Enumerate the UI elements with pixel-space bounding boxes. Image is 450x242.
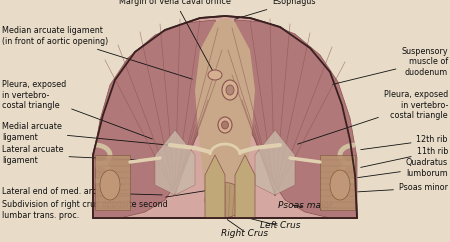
Text: Pleura, exposed
in vertebro-
costal triangle: Pleura, exposed in vertebro- costal tria… — [2, 80, 153, 139]
Polygon shape — [235, 155, 255, 218]
Ellipse shape — [205, 182, 245, 218]
Text: Quadratus
lumborum: Quadratus lumborum — [358, 158, 448, 178]
Text: Left Crus: Left Crus — [260, 221, 300, 230]
Text: Psoas major: Psoas major — [278, 201, 333, 210]
Ellipse shape — [226, 85, 234, 95]
Text: Psoas minor: Psoas minor — [358, 183, 448, 192]
Ellipse shape — [330, 170, 350, 200]
Polygon shape — [255, 130, 295, 195]
Polygon shape — [93, 20, 225, 218]
Polygon shape — [155, 130, 195, 195]
Text: Lateral end of med. arc. lig.: Lateral end of med. arc. lig. — [2, 188, 162, 197]
Polygon shape — [205, 155, 225, 218]
Ellipse shape — [208, 70, 222, 80]
Text: Esophagus: Esophagus — [234, 0, 315, 19]
Ellipse shape — [100, 170, 120, 200]
Polygon shape — [320, 155, 355, 210]
Ellipse shape — [218, 117, 232, 133]
Text: Suspensory
muscle of
duodenum: Suspensory muscle of duodenum — [333, 47, 448, 84]
Polygon shape — [93, 16, 357, 218]
Text: Pleura, exposed
in vertebro-
costal triangle: Pleura, exposed in vertebro- costal tria… — [297, 90, 448, 144]
Text: 12th rib: 12th rib — [361, 136, 448, 150]
Ellipse shape — [221, 121, 229, 129]
Text: 11th rib: 11th rib — [361, 148, 448, 167]
Text: Right Crus: Right Crus — [221, 229, 269, 238]
Polygon shape — [95, 155, 130, 210]
Text: Margin of vena caval orifice: Margin of vena caval orifice — [119, 0, 231, 73]
Text: Subdivision of right crus opposite second
lumbar trans. proc.: Subdivision of right crus opposite secon… — [2, 190, 207, 220]
Text: Median arcuate ligament
(in front of aortic opening): Median arcuate ligament (in front of aor… — [2, 26, 192, 79]
Polygon shape — [225, 20, 357, 218]
Polygon shape — [195, 18, 255, 218]
Text: Medial arcuate
ligament: Medial arcuate ligament — [2, 122, 175, 146]
Ellipse shape — [222, 80, 238, 100]
Text: Lateral arcuate
ligament: Lateral arcuate ligament — [2, 145, 137, 165]
